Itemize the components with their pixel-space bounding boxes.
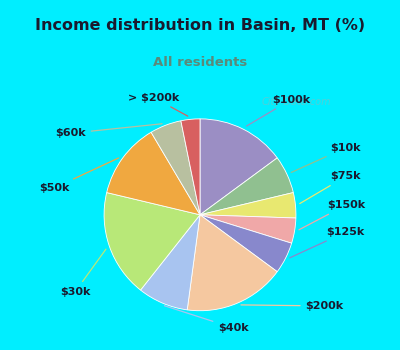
- Wedge shape: [107, 132, 200, 215]
- Wedge shape: [200, 215, 292, 272]
- Text: $200k: $200k: [241, 301, 344, 311]
- Text: $10k: $10k: [291, 143, 361, 173]
- Wedge shape: [151, 121, 200, 215]
- Text: All residents: All residents: [153, 56, 247, 69]
- Text: $125k: $125k: [290, 227, 365, 258]
- Wedge shape: [200, 193, 296, 218]
- Wedge shape: [200, 215, 296, 243]
- Text: $30k: $30k: [60, 249, 106, 296]
- Text: $100k: $100k: [246, 95, 310, 126]
- Text: $150k: $150k: [299, 200, 365, 230]
- Wedge shape: [181, 119, 200, 215]
- Wedge shape: [200, 119, 277, 215]
- Text: $75k: $75k: [300, 172, 361, 204]
- Wedge shape: [200, 158, 293, 215]
- Wedge shape: [104, 193, 200, 290]
- Text: $50k: $50k: [39, 158, 119, 193]
- Wedge shape: [140, 215, 200, 310]
- Text: $60k: $60k: [55, 124, 162, 138]
- Text: City-Data.com: City-Data.com: [261, 97, 331, 107]
- Wedge shape: [187, 215, 277, 311]
- Text: > $200k: > $200k: [128, 93, 188, 116]
- Text: $40k: $40k: [164, 306, 249, 333]
- Text: Income distribution in Basin, MT (%): Income distribution in Basin, MT (%): [35, 18, 365, 33]
